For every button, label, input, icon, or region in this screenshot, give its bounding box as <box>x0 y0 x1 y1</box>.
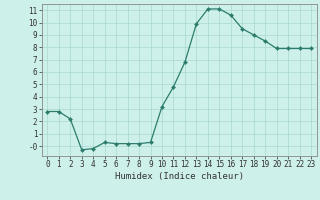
X-axis label: Humidex (Indice chaleur): Humidex (Indice chaleur) <box>115 172 244 181</box>
